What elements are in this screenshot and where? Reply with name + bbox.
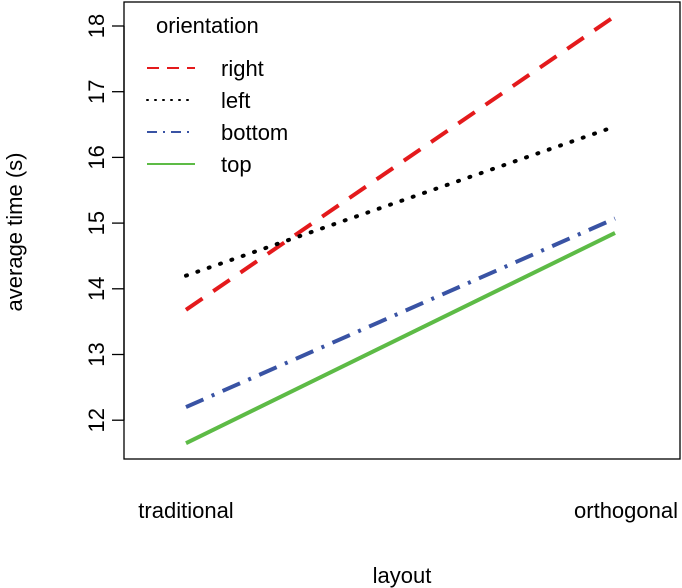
series-line-top: [185, 231, 616, 445]
y-tick-label-16: 16: [84, 145, 109, 169]
y-tick-label-17: 17: [84, 79, 109, 103]
x-tick-label-orthogonal: orthogonal: [574, 498, 678, 523]
legend-label-bottom: bottom: [221, 120, 288, 145]
y-axis-label: average time (s): [2, 153, 27, 312]
legend: orientation right left bottom top: [146, 13, 288, 177]
x-tick-label-traditional: traditional: [138, 498, 233, 523]
x-axis-label: layout: [373, 563, 432, 588]
y-tick-label-15: 15: [84, 211, 109, 235]
series-lines: [184, 14, 617, 445]
y-tick-label-13: 13: [84, 342, 109, 366]
y-tick-label-18: 18: [84, 14, 109, 38]
series-line-right: [184, 14, 617, 312]
legend-label-left: left: [221, 88, 250, 113]
series-line-left: [184, 124, 617, 278]
y-tick-label-14: 14: [84, 277, 109, 301]
plot-frame: [123, 1, 681, 460]
y-axis: 12 13 14 15 16 17 18: [84, 14, 125, 432]
legend-label-top: top: [221, 152, 252, 177]
legend-label-right: right: [221, 56, 264, 81]
x-axis: traditional orthogonal: [138, 498, 678, 523]
series-line-bottom: [185, 216, 616, 409]
y-tick-label-12: 12: [84, 408, 109, 432]
legend-title: orientation: [156, 13, 259, 38]
